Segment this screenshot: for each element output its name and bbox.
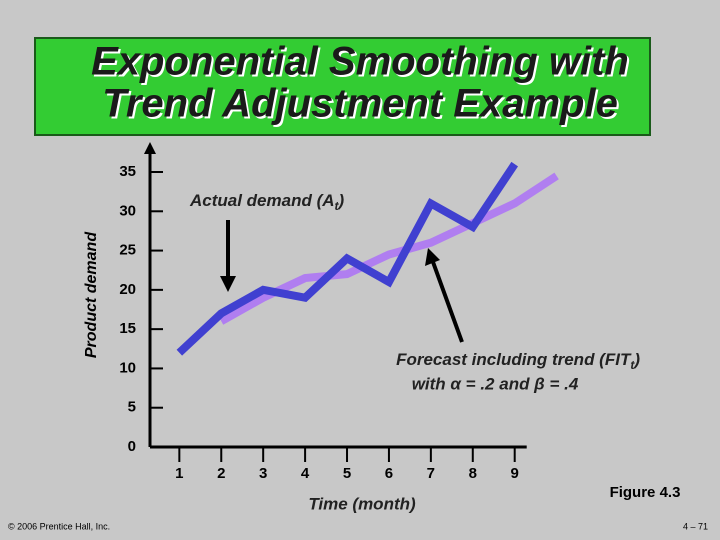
x-tick-label: 4 [301,465,310,482]
annotation-text: ) [632,350,640,369]
y-tick-label: 35 [119,163,136,180]
x-tick-label: 1 [175,465,183,482]
series-line [176,161,519,356]
y-axis-arrow [144,142,156,154]
figure-label: Figure 4.3 [610,484,681,501]
y-tick-label: 25 [119,242,136,259]
y-tick-label: 0 [128,438,136,455]
annotation-text: Actual demand (A [189,191,335,210]
actual-annotation: Actual demand (At) [189,191,345,213]
y-tick-label: 15 [119,320,136,337]
y-tick-label: 10 [119,359,136,376]
forecast-annotation: with α = .2 and β = .4 [412,374,579,393]
x-tick-label: 6 [385,465,393,482]
annotation-sub: t [335,199,340,213]
forecast-annotation: Forecast including trend (FITt) [396,350,640,372]
title-shadow: Exponential Smoothing with [93,42,631,86]
title-line: Trend Adjustment Example [102,82,618,126]
arrow-head [220,276,236,292]
title: Exponential Smoothing with Exponential S… [91,40,631,128]
plot: 0 5 10 15 20 25 30 35 1 2 3 4 5 6 7 8 9 [119,142,559,482]
copyright: © 2006 Prentice Hall, Inc. [8,521,110,531]
x-tick-label: 2 [217,465,225,482]
title-shadow: Trend Adjustment Example [104,84,620,128]
annotation-sub: t [630,358,635,372]
y-axis-label: Product demand [83,231,100,358]
x-axis-label: Time (month) [308,494,416,513]
y-tick-label: 5 [128,399,136,416]
annotation-text: ) [337,191,345,210]
x-tick-label: 3 [259,465,267,482]
arrow-head [425,248,440,266]
annotation-text: Forecast including trend (FIT [396,350,632,369]
arrow [431,261,464,343]
x-tick-label: 5 [343,465,351,482]
title-box [34,37,651,136]
y-tick-label: 20 [119,281,136,298]
x-tick-label: 7 [427,465,435,482]
page-number: 4 – 71 [683,521,708,531]
x-tick-label: 9 [511,465,519,482]
x-tick-label: 8 [469,465,477,482]
title-line: Exponential Smoothing with [91,40,629,84]
y-tick-label: 30 [119,202,136,219]
